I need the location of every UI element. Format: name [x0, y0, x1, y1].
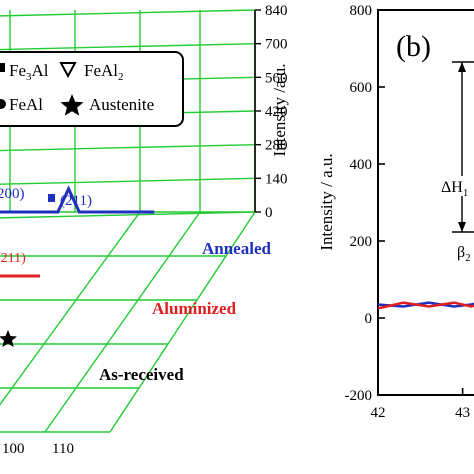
y-axis: -200 0 200 400 600 800	[345, 3, 385, 404]
z-axis-label: Intensity /a.u.	[270, 63, 289, 156]
series-label-aluminized: Aluminized	[152, 299, 237, 318]
legend-entry-fe3al: Fe3Al	[9, 61, 49, 83]
grid-line	[0, 211, 256, 219]
x-tick-label: 42	[371, 405, 386, 421]
y-axis-label: Intensity / a.u.	[317, 153, 336, 250]
annotation-delta-h: ΔH1	[441, 179, 468, 199]
legend-circle-icon	[0, 99, 6, 109]
y-tick-label: 400	[350, 157, 373, 173]
peak-star-icon	[0, 330, 17, 347]
y-tick-label: 200	[350, 234, 373, 250]
z-tick-label: 140	[265, 171, 288, 187]
legend: Fe3Al FeAl2 FeAl Austenite	[0, 51, 184, 127]
grid-line	[44, 211, 201, 433]
x-tick-label: 110	[52, 441, 74, 457]
series-group	[0, 185, 155, 347]
peak-label-200: (200)	[0, 186, 25, 202]
y-tick-label: 600	[350, 80, 373, 96]
x-axis: 42 43	[371, 388, 470, 421]
legend-square-icon	[0, 63, 5, 72]
grid-line	[0, 9, 256, 17]
grid-line	[109, 211, 256, 433]
grid-line	[0, 177, 256, 185]
legend-triangle-down-icon	[59, 62, 77, 79]
z-tick-label: 280	[265, 138, 288, 154]
z-tick-label: 420	[265, 104, 288, 120]
y-tick-label: 800	[350, 3, 373, 19]
legend-star-icon	[60, 94, 84, 116]
z-tick-label: 0	[265, 205, 273, 221]
peak-square-icon	[48, 194, 55, 202]
plot-frame	[377, 9, 474, 396]
x-tick-label: 43	[455, 405, 470, 421]
legend-entry-feal: FeAl	[9, 95, 43, 114]
legend-box	[0, 51, 184, 127]
z-tick-label: 700	[265, 37, 288, 53]
y-tick-label: -200	[345, 388, 373, 404]
arrow-up-icon	[458, 62, 466, 72]
z-tick-label: 840	[265, 3, 288, 19]
panel-a: 0 140 280 420 560 700 840 Fe3Al FeAl2 FeAl Aus…	[0, 3, 289, 457]
floor-grid	[0, 211, 256, 433]
panel-label: (b)	[396, 30, 431, 63]
z-tick-label: 560	[265, 70, 288, 86]
x-tick-label: 100	[2, 441, 25, 457]
grid-line	[0, 211, 141, 406]
series-line	[0, 274, 40, 278]
z-axis: 0 140 280 420 560 700 840	[254, 3, 288, 221]
peak-label-211-aluminized: (211)	[0, 251, 26, 266]
arrow-down-icon	[458, 222, 466, 232]
peak-label-211-annealed: (211)	[60, 193, 92, 209]
series-label-as-received: As-received	[99, 365, 184, 384]
legend-entry-feal2: FeAl2	[84, 61, 124, 83]
series-group	[377, 301, 474, 310]
annotation-beta: β2	[457, 244, 471, 264]
grid-line	[0, 143, 256, 152]
y-tick-label: 0	[365, 311, 373, 327]
series-line	[0, 185, 155, 214]
panel-b: -200 0 200 400 600 800 42 43 (b) Intensity / a…	[317, 3, 474, 421]
legend-entry-austenite: Austenite	[89, 95, 154, 114]
grid-line	[0, 42, 256, 51]
annotation-backdrop	[440, 176, 474, 196]
series-label-annealed: Annealed	[202, 239, 272, 258]
